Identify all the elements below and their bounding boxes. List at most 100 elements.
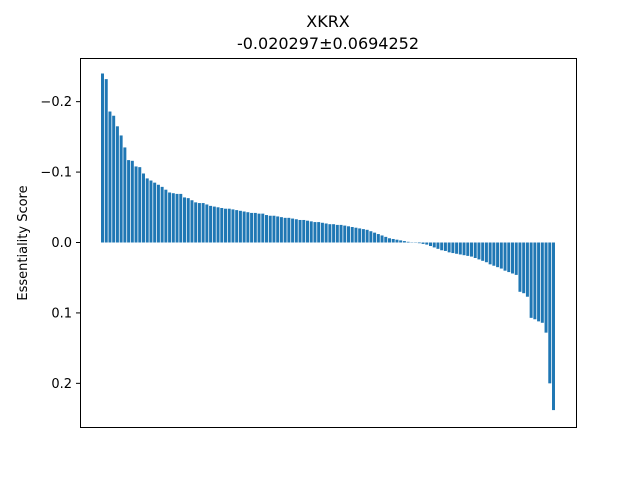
bar [197, 203, 201, 243]
bar [220, 207, 224, 243]
bar [440, 242, 444, 251]
bar [350, 227, 354, 243]
bar [142, 173, 145, 243]
bar [544, 242, 548, 333]
bar [261, 213, 265, 243]
bar [425, 242, 429, 245]
bar [101, 73, 104, 243]
bar [518, 242, 522, 292]
bar [145, 178, 149, 243]
bar [525, 242, 529, 297]
bar [466, 242, 470, 256]
bar [332, 224, 336, 243]
bar [380, 235, 384, 243]
bar [115, 126, 119, 243]
bar [265, 215, 268, 243]
bar [108, 111, 112, 243]
bar [514, 242, 518, 275]
bar [320, 222, 324, 243]
bar [436, 242, 440, 249]
chart-title: XKRX [306, 12, 350, 31]
bar [227, 208, 231, 243]
bar [156, 184, 160, 243]
bar [421, 242, 425, 244]
bar [287, 217, 291, 243]
bar [537, 242, 541, 322]
bar [481, 242, 485, 261]
bar [443, 242, 447, 251]
bar [429, 242, 432, 247]
bar [302, 219, 306, 243]
bar [455, 242, 459, 254]
plot-frame [80, 58, 577, 428]
bar [384, 236, 388, 243]
bar [540, 242, 544, 323]
bar [458, 242, 462, 255]
bar [231, 209, 235, 243]
bar [201, 203, 205, 243]
bar [417, 242, 421, 244]
bar [183, 197, 186, 243]
bar [216, 207, 220, 243]
y-axis-label: Essentiality Score [16, 185, 31, 300]
bar [205, 204, 209, 243]
bar [522, 242, 526, 294]
y-tick-label: −0.1 [40, 166, 72, 181]
bar [354, 227, 358, 243]
bar [104, 79, 108, 243]
bar [112, 115, 116, 243]
bar [402, 241, 406, 243]
bar [257, 213, 261, 243]
bar [123, 147, 127, 243]
bar [499, 242, 503, 269]
bar [347, 226, 350, 243]
bar [168, 192, 172, 243]
bar [253, 212, 257, 243]
bar [294, 219, 298, 243]
bar [507, 242, 511, 273]
bar [134, 166, 138, 243]
bar [119, 135, 123, 243]
bar [432, 242, 436, 248]
bar [388, 238, 391, 243]
bars-group [101, 73, 555, 411]
bar [238, 210, 242, 243]
bar [473, 242, 477, 258]
bar [451, 242, 455, 254]
bar [313, 222, 317, 243]
bar [138, 167, 142, 243]
bar [406, 241, 410, 243]
bar [250, 212, 254, 243]
bar [268, 215, 272, 243]
bar [373, 232, 377, 243]
bar [194, 202, 198, 243]
bar [235, 210, 239, 243]
bar [171, 193, 175, 243]
bar [496, 242, 500, 268]
bar [160, 186, 164, 243]
bar [492, 242, 496, 266]
bar [328, 224, 332, 243]
y-tick-label: 0.1 [51, 306, 72, 321]
y-tick-label: 0.2 [51, 377, 72, 392]
bar [365, 229, 369, 243]
bar [477, 242, 481, 260]
bar [246, 212, 250, 243]
bar [224, 208, 227, 243]
bar [190, 200, 194, 243]
y-tick-label: 0.0 [51, 236, 72, 251]
bar [212, 206, 216, 243]
bar [175, 193, 179, 243]
bar [358, 228, 362, 243]
bar [399, 240, 403, 243]
bar [306, 220, 309, 243]
bar [276, 216, 280, 243]
bar [533, 242, 537, 320]
bar [127, 160, 131, 243]
bar [179, 193, 183, 243]
bar [149, 180, 153, 243]
bar [484, 242, 488, 263]
bar [298, 219, 302, 243]
bar [164, 189, 168, 243]
